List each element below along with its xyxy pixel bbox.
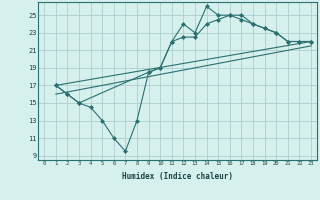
X-axis label: Humidex (Indice chaleur): Humidex (Indice chaleur) bbox=[122, 172, 233, 181]
